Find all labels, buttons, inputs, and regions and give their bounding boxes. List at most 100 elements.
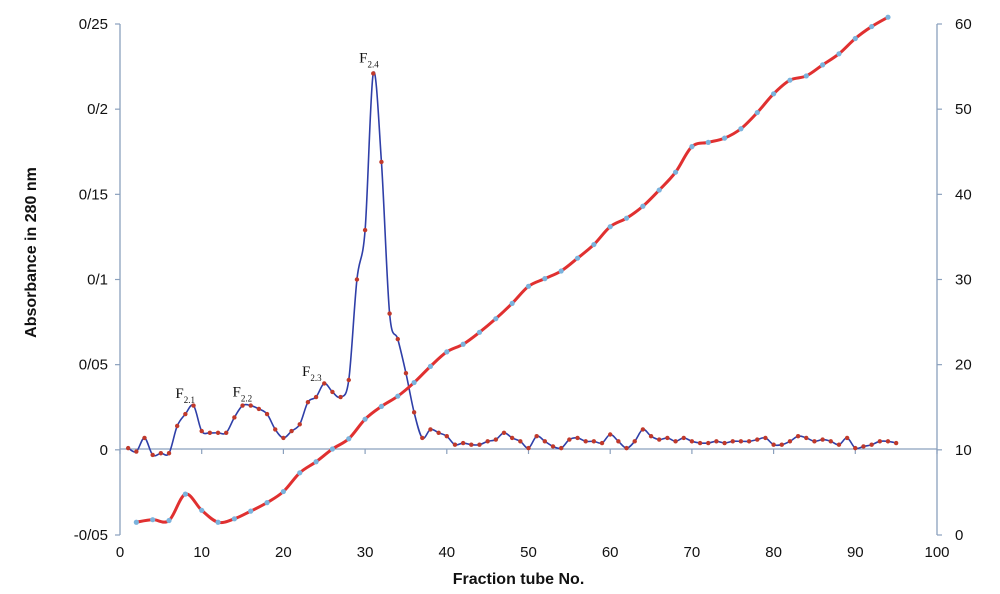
- data-point: [224, 430, 229, 435]
- data-point: [534, 434, 539, 439]
- data-point: [836, 51, 842, 57]
- data-point: [656, 187, 662, 193]
- data-point: [371, 71, 376, 76]
- data-point: [575, 435, 580, 441]
- data-point: [215, 519, 221, 525]
- data-point: [150, 517, 156, 523]
- data-point: [893, 440, 899, 446]
- data-point: [804, 435, 809, 441]
- data-point: [256, 406, 262, 412]
- data-point: [313, 459, 319, 465]
- data-point: [705, 139, 711, 145]
- x-tick-label: 90: [847, 544, 864, 561]
- data-point: [166, 517, 172, 524]
- data-point: [313, 394, 319, 400]
- data-point: [280, 488, 286, 495]
- right-y-tick-label: 20: [955, 357, 972, 374]
- data-point: [697, 440, 703, 446]
- data-point: [174, 423, 180, 429]
- data-point: [354, 277, 360, 282]
- data-point: [134, 449, 139, 454]
- data-point: [657, 437, 662, 442]
- data-point: [338, 394, 343, 400]
- x-tick-label: 100: [924, 544, 949, 561]
- x-tick-label: 0: [116, 544, 124, 561]
- data-point: [183, 411, 188, 417]
- data-point: [812, 439, 817, 444]
- data-point: [730, 439, 735, 444]
- data-point: [362, 227, 368, 233]
- data-point: [191, 403, 196, 408]
- data-point: [648, 434, 654, 439]
- data-point: [591, 241, 597, 248]
- peak-label-sub: 2.1: [184, 395, 195, 405]
- data-point: [142, 435, 147, 441]
- data-point: [632, 439, 637, 444]
- data-point: [526, 445, 531, 451]
- data-point: [362, 416, 368, 422]
- left-y-tick-label: 0/1: [87, 272, 108, 289]
- peak-label: F2.1: [175, 386, 195, 405]
- right-y-tick-label: 10: [955, 442, 972, 459]
- data-point: [787, 439, 793, 444]
- right-y-tick-label: 30: [955, 272, 972, 289]
- data-point: [182, 491, 188, 497]
- data-point: [583, 439, 588, 444]
- y-axis-title: Absorbance in 280 nm: [23, 167, 40, 338]
- data-point: [125, 445, 131, 451]
- series-right-axis: [133, 14, 891, 525]
- data-point: [869, 23, 875, 30]
- peak-labels: F2.1 F2.2F2.3F2.4: [175, 51, 379, 406]
- data-point: [199, 507, 205, 513]
- data-point: [289, 428, 294, 434]
- peak-label: F2.3: [302, 364, 322, 383]
- data-point: [746, 439, 752, 444]
- plot-area: 0 10 20 30 40 50 60 70 80 90 100-0/0500/050/10/150…: [74, 14, 972, 561]
- data-point: [869, 442, 874, 447]
- data-point: [550, 444, 556, 449]
- data-point: [722, 440, 727, 446]
- data-point: [477, 442, 482, 447]
- data-point: [795, 434, 801, 439]
- data-point: [714, 439, 719, 444]
- data-point: [861, 444, 866, 449]
- data-point: [640, 427, 646, 432]
- data-point: [166, 451, 172, 456]
- data-point: [199, 428, 204, 434]
- left-y-tick-label: 0/15: [79, 186, 108, 203]
- data-point: [763, 435, 768, 441]
- data-point: [542, 439, 548, 444]
- data-point: [297, 470, 303, 476]
- data-point: [681, 435, 686, 441]
- left-y-tick-label: 0/05: [79, 357, 108, 374]
- data-point: [264, 500, 270, 506]
- data-point: [330, 389, 335, 395]
- data-point: [673, 439, 678, 444]
- peak-label-main: F: [233, 384, 241, 400]
- data-point: [738, 439, 744, 444]
- x-tick-label: 70: [684, 544, 701, 561]
- data-point: [599, 440, 605, 446]
- data-point: [518, 439, 523, 444]
- data-point: [706, 440, 711, 446]
- peak-label-main: F: [302, 364, 310, 380]
- data-point: [469, 442, 474, 447]
- x-tick-label: 60: [602, 544, 619, 561]
- peak-label: F2.2: [233, 384, 253, 403]
- data-point: [395, 336, 400, 342]
- data-point: [411, 410, 417, 415]
- data-point: [281, 435, 286, 441]
- data-point: [754, 109, 760, 116]
- data-point: [297, 422, 302, 427]
- data-point: [387, 311, 392, 316]
- data-point: [329, 446, 336, 452]
- data-point: [885, 14, 891, 20]
- data-point: [452, 442, 458, 447]
- data-point: [721, 135, 728, 141]
- data-point: [787, 77, 793, 83]
- data-point: [395, 393, 401, 399]
- data-point: [248, 508, 254, 514]
- data-point: [420, 435, 425, 441]
- data-point: [248, 403, 253, 408]
